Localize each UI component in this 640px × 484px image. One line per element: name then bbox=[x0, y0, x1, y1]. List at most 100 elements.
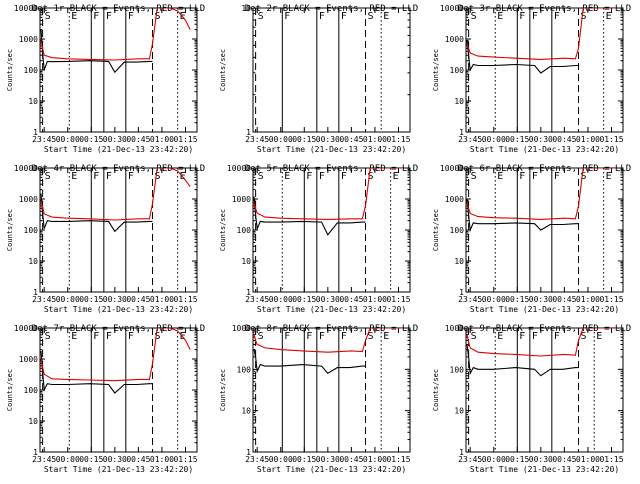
x-tick-label: 00:15 bbox=[79, 135, 103, 144]
x-tick-label: 01:00 bbox=[363, 295, 387, 304]
series-black bbox=[40, 193, 153, 233]
y-tick-label: 100 bbox=[24, 226, 39, 235]
x-tick-label: 23:45 bbox=[458, 455, 482, 464]
y-tick-label: 10 bbox=[454, 407, 464, 416]
x-tick-label: 00:45 bbox=[126, 295, 150, 304]
series-red bbox=[466, 8, 617, 60]
x-tick-label: 00:45 bbox=[126, 135, 150, 144]
detector-panel: Det 1r BLACK = Events, RED = LLD 1 10 100 10… bbox=[0, 0, 213, 160]
y-tick-label: 10000 bbox=[227, 164, 251, 173]
marker-label: F bbox=[319, 331, 325, 342]
plot-frame bbox=[39, 167, 198, 293]
y-tick-label: 1 bbox=[459, 128, 464, 137]
y-tick-label: 100 bbox=[24, 66, 39, 75]
chart-title: Det 5r BLACK = Events, RED = LLD bbox=[245, 164, 418, 174]
marker-label: F bbox=[128, 11, 134, 22]
marker-label: F bbox=[554, 171, 560, 182]
x-tick-label: 23:45 bbox=[458, 295, 482, 304]
x-tick-label: 00:00 bbox=[482, 455, 506, 464]
x-axis-label: Start Time (21-Dec-13 23:42:20) bbox=[470, 305, 619, 314]
plot-frame bbox=[39, 7, 198, 133]
y-tick-label: 1 bbox=[246, 288, 251, 297]
marker-label: S bbox=[155, 171, 161, 182]
marker-label: S bbox=[471, 11, 477, 22]
x-tick-label: 00:30 bbox=[103, 135, 127, 144]
x-tick-label: 00:15 bbox=[79, 455, 103, 464]
marker-label: F bbox=[93, 331, 99, 342]
y-tick-label: 100 bbox=[450, 66, 465, 75]
marker-label: S bbox=[471, 331, 477, 342]
marker-label: E bbox=[383, 331, 389, 342]
marker-label: F bbox=[319, 171, 325, 182]
marker-label: F bbox=[341, 171, 347, 182]
x-tick-label: 01:15 bbox=[599, 135, 623, 144]
y-tick-label: 1000 bbox=[19, 35, 38, 44]
y-axis-label: Counts/sec bbox=[432, 369, 440, 411]
y-tick-label: 10000 bbox=[440, 164, 464, 173]
marker-label: E bbox=[71, 331, 77, 342]
marker-label: S bbox=[368, 171, 374, 182]
marker-label: S bbox=[368, 11, 374, 22]
chart-title: Det 3r BLACK = Events, RED = LLD bbox=[458, 4, 631, 14]
marker-label: F bbox=[306, 171, 312, 182]
y-tick-label: 100 bbox=[237, 226, 252, 235]
marker-label: F bbox=[128, 171, 134, 182]
x-tick-label: 00:45 bbox=[339, 135, 363, 144]
marker-label: F bbox=[519, 331, 525, 342]
x-axis-label: Start Time (21-Dec-13 23:42:20) bbox=[44, 465, 193, 474]
x-tick-label: 23:45 bbox=[245, 455, 269, 464]
x-tick-label: 00:00 bbox=[269, 455, 293, 464]
detector-chart: Det 8r BLACK = Events, RED = LLD 1 10 100 10… bbox=[219, 324, 418, 474]
y-tick-label: 1000 bbox=[445, 195, 464, 204]
x-axis-label: Start Time (21-Dec-13 23:42:20) bbox=[257, 145, 406, 154]
chart-title: Det 2r BLACK = Events, RED = LLD bbox=[245, 4, 418, 14]
marker-label: E bbox=[497, 171, 503, 182]
detector-chart: Det 2r BLACK = Events, RED = LLD 1 10 23:45… bbox=[219, 4, 418, 154]
series-red bbox=[40, 8, 191, 61]
marker-label: F bbox=[106, 331, 112, 342]
x-tick-label: 01:15 bbox=[386, 295, 410, 304]
x-tick-label: 01:00 bbox=[576, 295, 600, 304]
marker-label: F bbox=[128, 331, 134, 342]
x-tick-label: 00:45 bbox=[552, 135, 576, 144]
marker-label: S bbox=[581, 331, 587, 342]
y-tick-label: 10000 bbox=[440, 4, 464, 13]
y-tick-label: 10 bbox=[28, 97, 38, 106]
marker-label: F bbox=[341, 331, 347, 342]
x-tick-label: 00:15 bbox=[292, 135, 316, 144]
chart-title: Det 4r BLACK = Events, RED = LLD bbox=[32, 164, 205, 174]
marker-label: S bbox=[45, 331, 51, 342]
series-black bbox=[466, 198, 579, 233]
y-tick-label: 1000 bbox=[19, 355, 38, 364]
series-black bbox=[253, 196, 366, 236]
x-tick-label: 00:30 bbox=[103, 295, 127, 304]
marker-label: F bbox=[93, 171, 99, 182]
marker-label: F bbox=[93, 11, 99, 22]
x-tick-label: 00:30 bbox=[529, 295, 553, 304]
marker-label: E bbox=[606, 171, 612, 182]
x-tick-label: 23:45 bbox=[458, 135, 482, 144]
series-black bbox=[466, 344, 579, 377]
x-axis-label: Start Time (21-Dec-13 23:42:20) bbox=[257, 305, 406, 314]
plot-frame bbox=[252, 7, 411, 133]
x-tick-label: 01:15 bbox=[599, 455, 623, 464]
detector-panel: Det 8r BLACK = Events, RED = LLD 1 10 100 10… bbox=[213, 320, 426, 480]
x-tick-label: 01:15 bbox=[599, 295, 623, 304]
chart-title: Det 8r BLACK = Events, RED = LLD bbox=[245, 324, 418, 334]
marker-label: E bbox=[393, 171, 399, 182]
detector-panel: Det 2r BLACK = Events, RED = LLD 1 10 23:45… bbox=[213, 0, 426, 160]
series-black bbox=[40, 29, 153, 74]
detector-panel: Det 9r BLACK = Events, RED = LLD 1 10 100 10… bbox=[426, 320, 639, 480]
y-tick-label: 1000 bbox=[232, 195, 251, 204]
x-tick-label: 01:00 bbox=[150, 135, 174, 144]
x-axis-label: Start Time (21-Dec-13 23:42:20) bbox=[44, 305, 193, 314]
marker-label: E bbox=[284, 171, 290, 182]
y-axis-label: Counts/sec bbox=[432, 49, 440, 91]
x-tick-label: 00:00 bbox=[269, 295, 293, 304]
marker-label: F bbox=[306, 331, 312, 342]
series-red bbox=[466, 168, 617, 220]
y-tick-label: 10000 bbox=[14, 164, 38, 173]
x-tick-label: 00:00 bbox=[56, 135, 80, 144]
series-red bbox=[40, 328, 191, 382]
series-red bbox=[40, 168, 191, 221]
